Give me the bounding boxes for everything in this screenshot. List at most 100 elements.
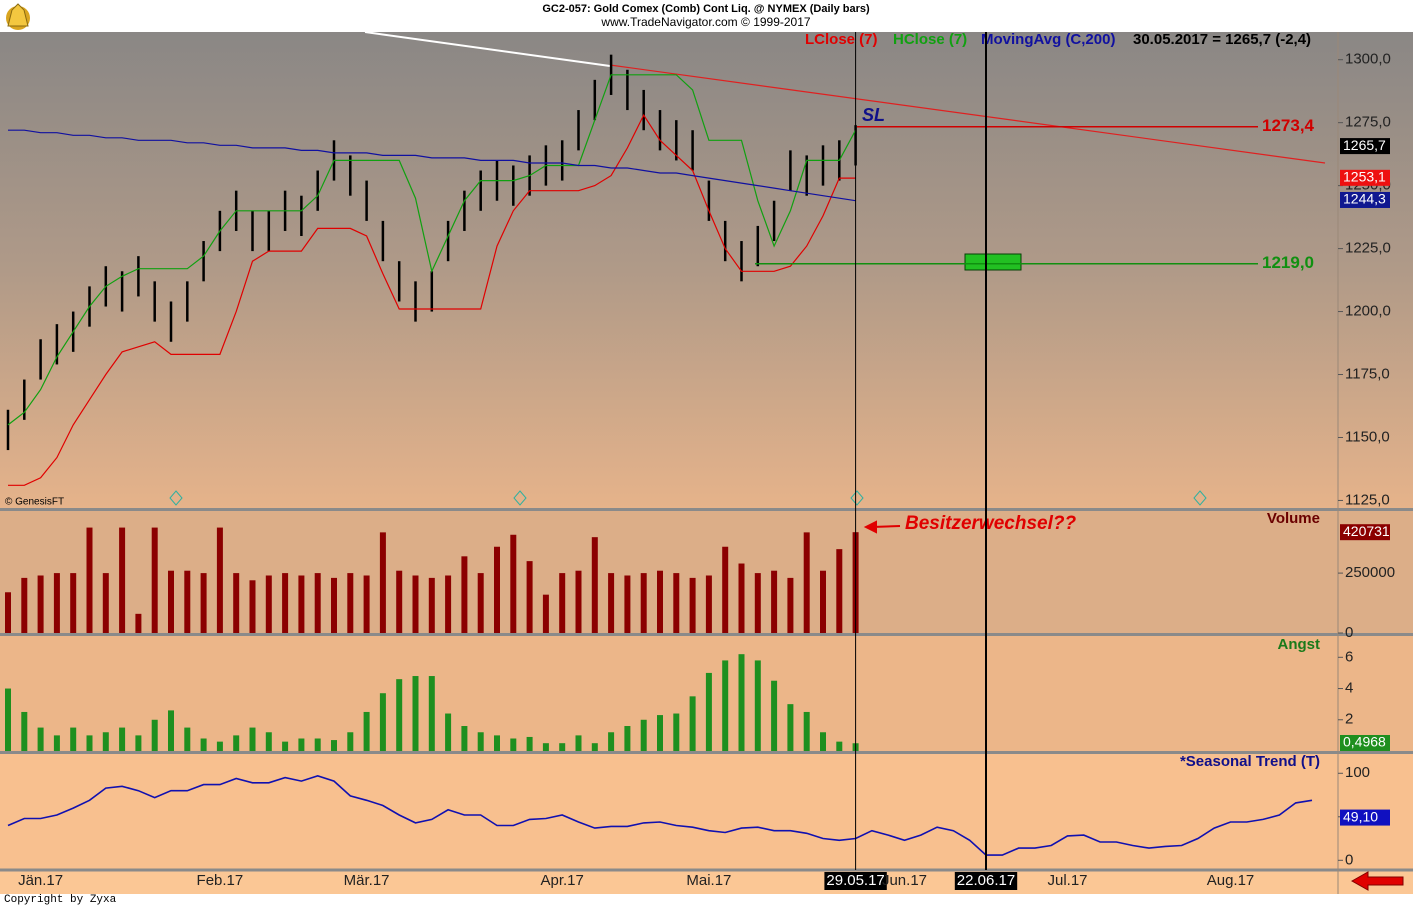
event-icon <box>850 490 864 506</box>
series-line <box>8 129 856 202</box>
bar <box>461 726 468 751</box>
bar <box>738 654 745 751</box>
bar <box>494 735 500 751</box>
bar <box>820 570 826 633</box>
bar <box>396 570 403 633</box>
annotation: SL <box>862 105 885 125</box>
bar <box>282 573 289 633</box>
bar <box>836 741 843 751</box>
event-icon <box>513 490 527 506</box>
source-note: © GenesisFT <box>5 497 64 508</box>
event-icons <box>169 490 1207 506</box>
x-tick-label: Jän.17 <box>18 872 63 889</box>
panel-separators <box>0 508 1413 872</box>
bar <box>803 711 810 751</box>
bar <box>151 719 158 751</box>
value-tag-label: 1265,7 <box>1343 137 1386 153</box>
y-tick-label: 1275,0 <box>1345 114 1391 131</box>
x-tick-label: 29.05.17 <box>826 872 884 889</box>
footer: Copyright by Zyxa <box>4 894 117 906</box>
bar <box>428 577 435 633</box>
bar <box>265 575 272 633</box>
bar <box>102 732 109 751</box>
bar <box>591 743 598 751</box>
y-tick-label: 4 <box>1345 680 1353 697</box>
level-marker-box <box>964 253 1022 271</box>
bar <box>151 527 158 633</box>
bar <box>705 575 712 633</box>
bar <box>722 660 729 751</box>
bar <box>657 570 663 633</box>
bar <box>379 532 386 633</box>
bar <box>689 577 696 633</box>
bar <box>722 546 729 633</box>
bar <box>787 704 794 751</box>
bar <box>5 688 11 751</box>
bar <box>363 575 370 633</box>
bar <box>673 713 680 751</box>
price-panel <box>0 32 1413 509</box>
bar <box>298 575 305 633</box>
bar <box>37 575 44 633</box>
y-tick-label: 0 <box>1345 624 1353 641</box>
bar <box>771 570 778 633</box>
value-tag-label: 420731 <box>1343 523 1390 539</box>
bar <box>542 594 549 633</box>
bar <box>754 573 761 633</box>
bar <box>135 735 142 751</box>
logo-shape <box>7 3 29 27</box>
bar <box>477 732 484 751</box>
bar <box>86 527 93 633</box>
bar <box>494 546 500 633</box>
y-tick-label: 1225,0 <box>1345 240 1391 257</box>
seasonal-panel <box>0 754 1413 870</box>
value-tag-label: 1244,3 <box>1343 191 1386 207</box>
trendline <box>609 64 1326 164</box>
legend-entry: HClose (7) <box>893 31 967 48</box>
bar <box>559 743 566 751</box>
legend-entry: LClose (7) <box>805 31 878 48</box>
value-tag <box>1340 524 1390 541</box>
bar <box>705 672 712 751</box>
bar <box>754 660 761 751</box>
bar <box>102 573 109 633</box>
bar <box>70 727 77 751</box>
bar <box>184 570 191 633</box>
x-tick-label: 22.06.17 <box>957 872 1015 889</box>
bar <box>477 573 484 633</box>
bar <box>331 577 337 633</box>
bar <box>836 549 843 633</box>
logo <box>6 3 30 30</box>
y-tick-label: 1200,0 <box>1345 303 1391 320</box>
bar <box>53 573 60 633</box>
bar <box>542 743 549 751</box>
bar <box>575 735 582 751</box>
bar <box>363 711 370 751</box>
bar <box>119 527 126 633</box>
scroll-arrow[interactable] <box>1350 871 1404 891</box>
bar <box>673 573 680 633</box>
date-label-box <box>954 872 1018 890</box>
bar <box>771 680 778 751</box>
x-tick-label: Mai.17 <box>686 872 731 889</box>
value-tag-label: 49,10 <box>1343 808 1378 824</box>
bar <box>526 561 533 633</box>
bar <box>86 735 93 751</box>
value-tag <box>1340 809 1390 826</box>
bar <box>510 738 517 751</box>
bar <box>803 532 810 633</box>
bar <box>624 575 631 633</box>
bar <box>428 676 435 751</box>
bar <box>265 732 272 751</box>
level-label: 1273,4 <box>1262 116 1315 135</box>
bar <box>5 592 11 633</box>
bar <box>379 693 386 751</box>
bar <box>184 727 191 751</box>
panel-title: *Seasonal Trend (T) <box>1180 753 1320 770</box>
bar <box>820 732 826 751</box>
chart-title: GC2-057: Gold Comex (Comb) Cont Liq. @ N… <box>542 3 870 15</box>
bar <box>249 580 256 633</box>
bar <box>347 732 354 751</box>
value-tag <box>1340 169 1390 186</box>
